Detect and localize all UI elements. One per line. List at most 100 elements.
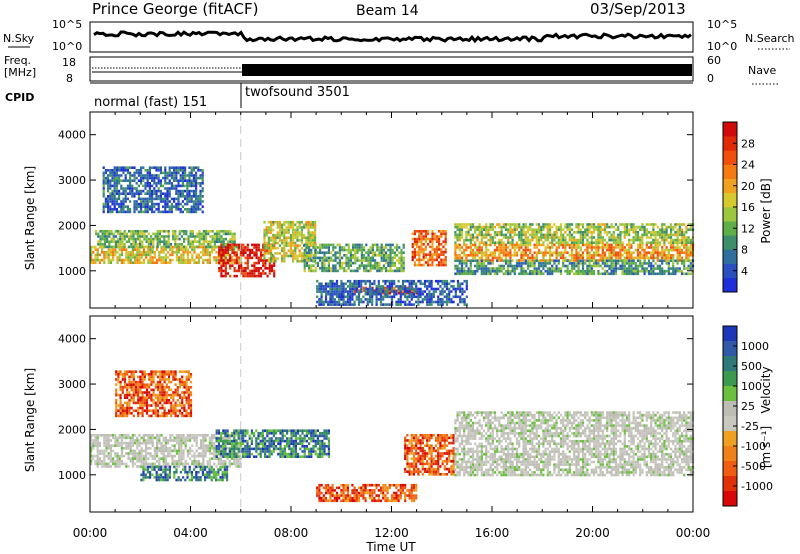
- power-cell: [186, 200, 189, 203]
- power-cell: [606, 233, 609, 237]
- power-cell: [592, 223, 596, 226]
- power-cell: [377, 279, 380, 283]
- power-cell: [623, 223, 626, 226]
- power-cell: [482, 264, 486, 268]
- power-cell: [570, 254, 574, 257]
- power-cell: [433, 258, 436, 262]
- power-cell: [551, 264, 554, 268]
- power-cell: [138, 248, 141, 251]
- power-cell: [509, 241, 512, 244]
- power-cell: [588, 267, 591, 270]
- power-cell: [388, 285, 391, 288]
- power-cell: [426, 303, 429, 306]
- power-cell: [590, 238, 593, 242]
- velocity-cell: [123, 436, 126, 440]
- power-cell: [540, 243, 543, 247]
- power-cell: [182, 256, 185, 259]
- power-cell: [404, 300, 407, 304]
- power-cell: [220, 240, 223, 243]
- power-cell: [103, 261, 106, 264]
- power-cell: [353, 289, 356, 292]
- power-cell: [300, 259, 303, 263]
- power-cell: [115, 208, 118, 211]
- power-cell: [531, 264, 534, 268]
- power-cell: [418, 245, 421, 249]
- power-cell: [650, 246, 653, 249]
- power-cell: [634, 228, 637, 231]
- power-cell: [164, 208, 167, 211]
- power-cell: [127, 256, 130, 259]
- velocity-cell: [151, 454, 154, 458]
- velocity-cell: [140, 454, 143, 458]
- power-cell: [678, 223, 681, 226]
- power-cell: [667, 269, 670, 273]
- power-cell: [133, 166, 136, 169]
- power-cell: [577, 256, 580, 260]
- power-cell: [176, 235, 179, 238]
- power-cell: [658, 254, 662, 257]
- power-cell: [94, 245, 97, 249]
- power-cell: [287, 228, 290, 232]
- power-cell: [181, 169, 184, 172]
- power-cell: [300, 220, 303, 224]
- power-cell: [129, 174, 132, 177]
- power-cell: [200, 245, 203, 249]
- velocity-cell: [131, 465, 134, 468]
- power-cell: [314, 243, 317, 247]
- power-cell: [231, 232, 234, 236]
- power-cell: [456, 256, 459, 260]
- power-cell: [520, 233, 523, 237]
- power-cell: [548, 231, 552, 234]
- power-cell: [424, 230, 427, 233]
- power-cell: [377, 292, 380, 296]
- power-cell: [115, 176, 118, 180]
- power-cell: [307, 220, 310, 224]
- power-cell: [367, 264, 370, 267]
- power-cell: [478, 267, 481, 270]
- power-cell: [652, 246, 655, 249]
- power-cell: [507, 264, 510, 268]
- power-cell: [416, 263, 419, 267]
- power-cell: [428, 279, 431, 283]
- power-cell: [209, 245, 212, 249]
- power-cell: [500, 269, 503, 273]
- power-cell: [553, 236, 556, 239]
- power-cell: [379, 300, 383, 304]
- power-cell: [148, 192, 151, 195]
- velocity-cell: [103, 441, 106, 445]
- power-cell: [434, 279, 438, 283]
- power-cell: [663, 236, 666, 239]
- power-cell: [263, 241, 266, 245]
- power-cell: [276, 231, 279, 234]
- power-cell: [520, 251, 523, 254]
- power-cell: [109, 258, 112, 262]
- nsky-panel: N.Sky 10^5 10^0 10^5 10^0 N.Search: [3, 18, 795, 53]
- power-cell: [311, 241, 314, 245]
- power-cell: [610, 236, 613, 239]
- power-cell: [198, 237, 201, 241]
- power-cell: [570, 236, 574, 239]
- power-cell: [597, 243, 600, 247]
- power-cell: [157, 210, 160, 214]
- power-cell: [387, 248, 390, 252]
- power-cell: [522, 267, 525, 270]
- power-cell: [454, 241, 457, 244]
- power-cell: [292, 220, 295, 224]
- power-cell: [623, 225, 626, 229]
- velocity-cell: [105, 449, 108, 453]
- power-cell: [151, 166, 154, 169]
- cpid-segment-1: twofsound 3501: [245, 85, 350, 100]
- date-label: 03/Sep/2013: [590, 0, 686, 18]
- power-cell: [411, 289, 414, 292]
- power-cell: [360, 282, 363, 286]
- power-cell: [115, 174, 118, 177]
- power-cell: [544, 269, 547, 273]
- power-cell: [129, 210, 132, 214]
- power-cell: [458, 233, 461, 237]
- power-cell: [421, 292, 424, 296]
- power-cell: [423, 290, 427, 293]
- power-cell: [90, 245, 93, 249]
- power-cell: [661, 254, 664, 257]
- power-cell: [599, 228, 602, 231]
- power-cell: [133, 210, 136, 214]
